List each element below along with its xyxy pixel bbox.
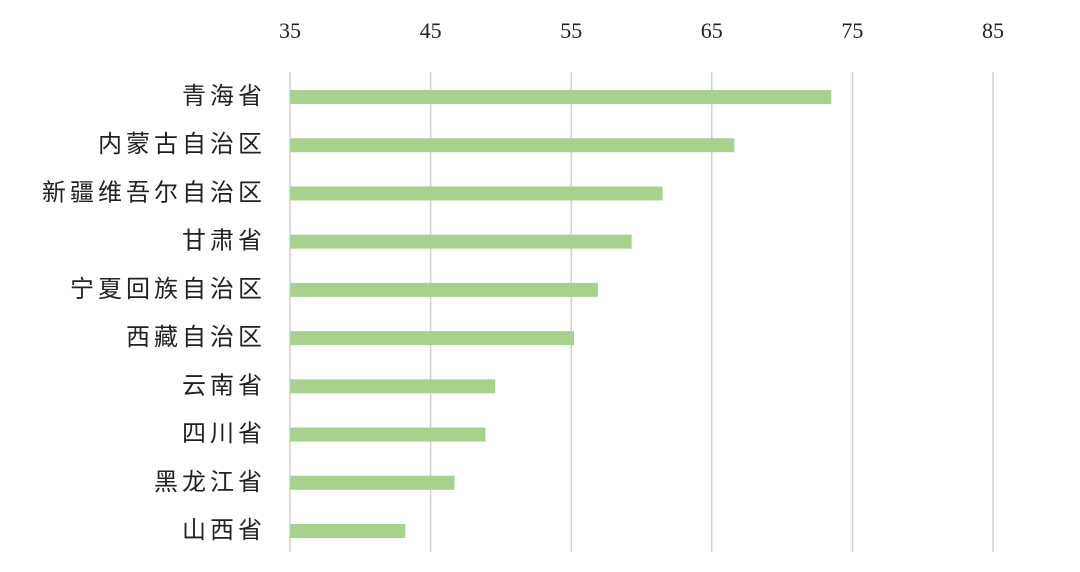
x-tick-label: 85 xyxy=(982,18,1004,43)
x-tick-label: 45 xyxy=(420,18,442,43)
x-tick-label: 55 xyxy=(560,18,582,43)
y-tick-label: 内蒙古自治区 xyxy=(98,130,266,158)
y-tick-label: 甘肃省 xyxy=(182,227,266,255)
y-tick-label: 黑龙江省 xyxy=(154,468,266,496)
bar xyxy=(290,379,496,394)
bar xyxy=(290,475,455,490)
bar xyxy=(290,524,406,538)
y-tick-label: 四川省 xyxy=(182,420,266,448)
y-tick-label: 云南省 xyxy=(182,371,266,399)
y-tick-label: 西藏自治区 xyxy=(126,323,266,351)
bar xyxy=(290,427,486,442)
y-tick-label: 新疆维吾尔自治区 xyxy=(42,178,266,206)
bar xyxy=(290,138,735,153)
x-tick-label: 75 xyxy=(841,18,863,43)
bar xyxy=(290,90,832,104)
y-tick-label: 青海省 xyxy=(182,82,266,110)
y-tick-label: 山西省 xyxy=(182,516,266,544)
bar xyxy=(290,234,632,249)
x-tick-label: 65 xyxy=(701,18,723,43)
bar xyxy=(290,331,575,346)
bar xyxy=(290,186,663,201)
y-tick-label: 宁夏回族自治区 xyxy=(70,275,266,303)
x-tick-label: 35 xyxy=(279,18,301,43)
bar xyxy=(290,282,598,297)
